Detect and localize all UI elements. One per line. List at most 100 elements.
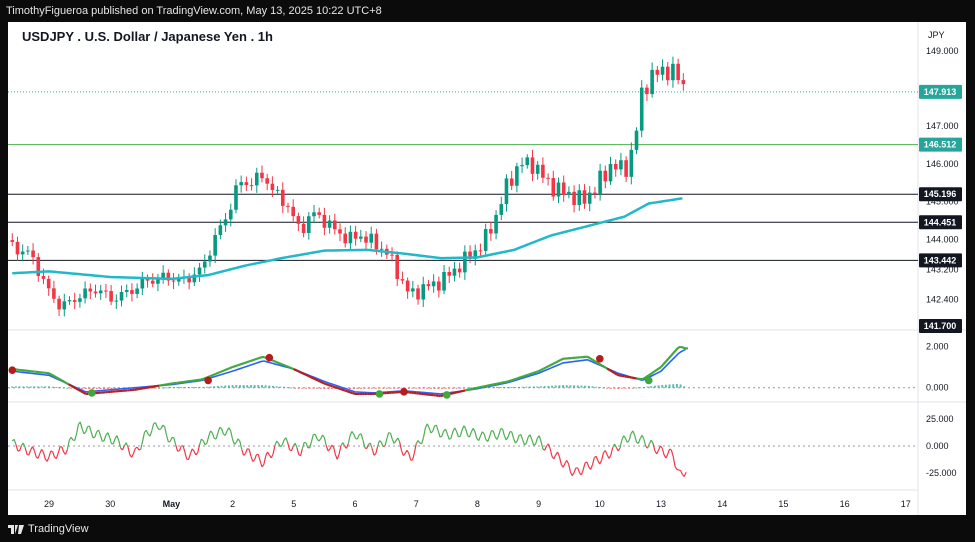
tradingview-brand[interactable]: TradingView: [28, 523, 89, 535]
rsi-segment: [454, 427, 458, 432]
rsi-segment: [332, 446, 336, 455]
candle-body: [41, 276, 46, 279]
chart-title: USDJPY . U.S. Dollar / Japanese Yen . 1h: [22, 29, 273, 44]
chart-panel[interactable]: [8, 22, 966, 515]
histogram-bar: [260, 385, 263, 388]
osc-fast-segment: [455, 391, 459, 394]
rsi-segment: [88, 425, 92, 433]
rsi-segment: [338, 445, 342, 455]
rsi-y-tick-label: 25.000: [926, 414, 954, 424]
osc-fast-segment: [665, 358, 670, 363]
histogram-bar: [180, 387, 183, 389]
candle-body: [31, 250, 35, 258]
rsi-segment: [665, 453, 669, 459]
rsi-segment: [468, 431, 472, 438]
osc-fast-segment: [506, 380, 510, 383]
candle-body: [223, 219, 228, 226]
candle-body: [98, 290, 103, 294]
rsi-segment: [81, 428, 85, 435]
rsi-segment: [257, 454, 261, 462]
rsi-segment: [138, 448, 142, 451]
candle-body: [218, 225, 223, 236]
osc-fast-segment: [655, 367, 660, 372]
tradingview-logo-icon[interactable]: [8, 523, 24, 535]
rsi-segment: [243, 453, 246, 456]
osc-fast-segment: [234, 364, 238, 368]
histogram-bar: [562, 385, 565, 388]
osc-fast-segment: [352, 392, 356, 395]
histogram-bar: [532, 386, 535, 388]
candle-body: [228, 209, 233, 220]
histogram-bar: [88, 387, 91, 390]
candle-body: [353, 231, 358, 239]
osc-fast-segment: [254, 357, 258, 361]
rsi-segment: [650, 439, 654, 444]
histogram-bar: [283, 386, 286, 388]
rsi-segment: [239, 441, 243, 450]
rsi-segment: [428, 427, 432, 434]
osc-fast-segment: [72, 386, 77, 390]
rsi-segment: [599, 459, 603, 465]
histogram-bar: [92, 387, 95, 390]
histogram-bar: [158, 387, 161, 389]
candle-body: [192, 274, 197, 283]
osc-fast-segment: [53, 375, 57, 379]
cross-dot: [596, 354, 604, 363]
histogram-bar: [62, 387, 65, 389]
rsi-segment: [322, 434, 325, 438]
osc-fast-segment: [224, 368, 229, 372]
rsi-segment: [643, 438, 647, 447]
candle-body: [52, 288, 56, 299]
rsi-segment: [164, 426, 168, 436]
osc-fast-segment: [303, 372, 307, 376]
rsi-segment: [37, 453, 41, 459]
osc-fast-segment: [332, 385, 336, 389]
x-tick-label: 13: [656, 499, 666, 509]
rsi-segment: [534, 437, 538, 445]
candle-body: [348, 231, 353, 244]
osc-fast-segment: [293, 368, 297, 372]
rsi-segment: [601, 452, 605, 461]
candle-body: [411, 288, 415, 292]
histogram-bar: [227, 385, 230, 388]
osc-fast-segment: [462, 389, 466, 393]
x-tick-label: 9: [536, 499, 541, 509]
histogram-bar: [103, 387, 106, 390]
rsi-segment: [491, 429, 494, 432]
histogram-bar: [418, 387, 421, 389]
rsi-segment: [595, 455, 599, 462]
candle-body: [286, 205, 290, 207]
candle-body: [681, 80, 686, 85]
rsi-segment: [121, 445, 125, 451]
x-tick-label: 5: [291, 499, 296, 509]
rsi-segment: [169, 437, 173, 442]
rsi-segment: [656, 449, 660, 455]
rsi-segment: [244, 448, 248, 454]
osc-fast-segment: [469, 387, 473, 391]
osc-fast-segment: [278, 362, 282, 366]
osc-fast-segment: [596, 361, 601, 366]
candle-body: [572, 191, 576, 206]
candle-body: [114, 300, 119, 302]
osc-fast-segment: [200, 377, 204, 381]
candle-body: [567, 191, 571, 195]
x-tick-label: 7: [414, 499, 419, 509]
rsi-segment: [299, 448, 303, 456]
osc-fast-segment: [545, 365, 549, 369]
rsi-segment: [474, 431, 478, 439]
osc-fast-segment: [55, 376, 60, 380]
candle-body: [244, 182, 249, 186]
osc-fast-segment: [467, 388, 471, 392]
histogram-bar: [220, 385, 223, 388]
x-tick-label: 29: [44, 499, 54, 509]
candle-body: [369, 233, 374, 243]
rsi-segment: [318, 438, 322, 442]
osc-fast-segment: [65, 381, 70, 386]
rsi-segment: [568, 463, 572, 473]
histogram-bar: [99, 387, 102, 390]
rsi-segment: [173, 437, 177, 445]
osc-fast-segment: [295, 369, 300, 373]
candle-body: [494, 214, 498, 234]
cross-dot: [8, 366, 17, 374]
histogram-bar: [451, 387, 454, 389]
